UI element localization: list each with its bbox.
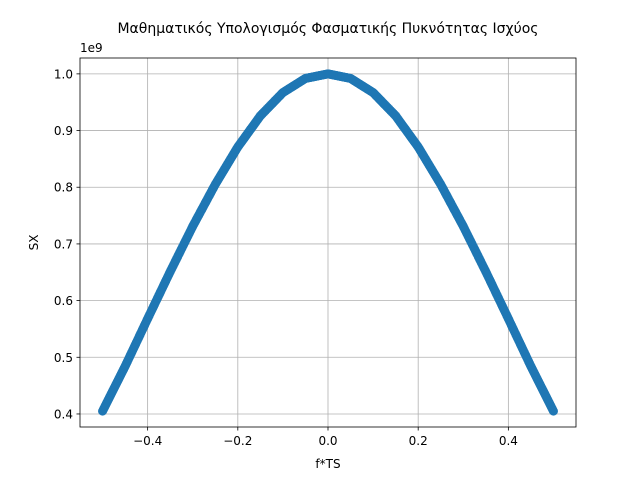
x-axis-label: f*TS <box>315 457 340 471</box>
y-tick-label: 0.5 <box>54 351 73 365</box>
grid <box>80 58 576 427</box>
ticks: −0.4 −0.2 0.0 0.2 0.4 0.4 0.5 0.6 0.7 0.8 0.9 1.0 <box>54 67 518 448</box>
y-offset-text: 1e9 <box>80 41 103 55</box>
x-tick-label: −0.4 <box>133 434 162 448</box>
y-tick-label: 0.7 <box>54 237 73 251</box>
y-tick-label: 0.6 <box>54 294 73 308</box>
x-tick-label: 0.0 <box>318 434 337 448</box>
data-series <box>98 69 558 416</box>
y-tick-label: 0.8 <box>54 181 73 195</box>
chart-title: Μαθηματικός Υπολογισμός Φασματικής Πυκνό… <box>117 21 538 37</box>
x-tick-label: 0.4 <box>499 434 518 448</box>
data-point <box>548 406 558 416</box>
x-tick-label: 0.2 <box>409 434 428 448</box>
y-tick-label: 1.0 <box>54 67 73 81</box>
x-tick-label: −0.2 <box>223 434 252 448</box>
y-tick-label: 0.9 <box>54 124 73 138</box>
y-tick-label: 0.4 <box>54 407 73 421</box>
y-axis-label: SX <box>27 235 41 251</box>
